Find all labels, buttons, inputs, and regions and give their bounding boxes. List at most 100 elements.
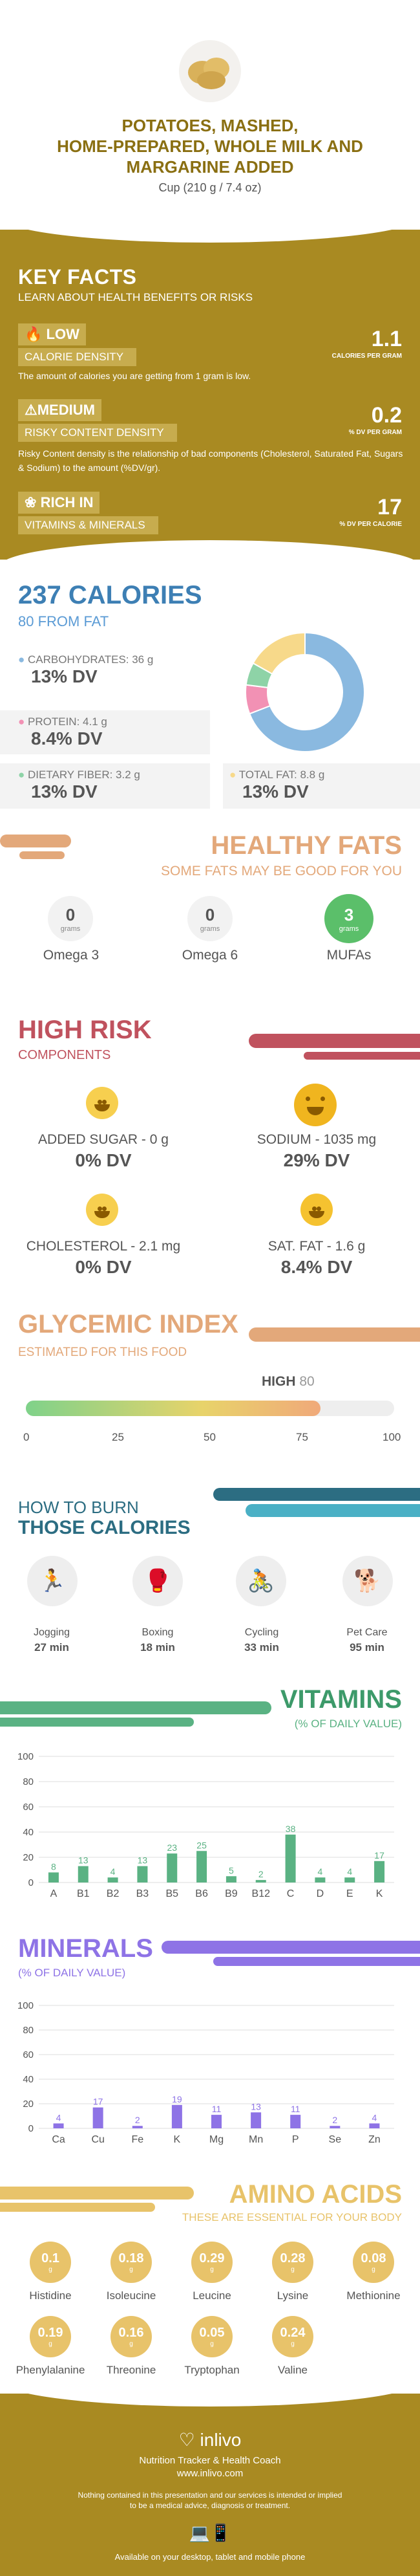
x-tick-label-Mn: Mn — [249, 2134, 263, 2145]
bar-B6 — [196, 1851, 207, 1883]
added-sugar-dv: 0% DV — [75, 1150, 132, 1170]
amino-item-lysine: 0.28 g Lysine — [254, 2242, 331, 2302]
sodium-label: SODIUM - 1035 mg — [257, 1132, 377, 1147]
value-label-B2: 4 — [110, 1866, 116, 1877]
decor-stripes — [0, 835, 78, 863]
amino-unit: g — [210, 2341, 214, 2348]
fact-label: VITAMINS & MINERALS — [18, 516, 158, 534]
risky-density-fact: ⚠MEDIUM RISKY CONTENT DENSITY — [18, 399, 177, 442]
fat-unit: grams — [339, 924, 359, 933]
fiber-block: ● DIETARY FIBER: 3.2 g 13% DV — [0, 763, 210, 809]
value-label-E: 4 — [347, 1866, 352, 1877]
burn-time: 33 min — [244, 1641, 279, 1654]
cholesterol-label: CHOLESTEROL - 2.1 mg — [26, 1239, 181, 1254]
disclaimer-line-2: to be a medical advice, diagnosis or tre… — [129, 2501, 291, 2510]
footer-url[interactable]: www.inlivo.com — [176, 2468, 244, 2479]
bar-Cu — [92, 2107, 103, 2128]
amino-value: 0.16 — [118, 2326, 144, 2340]
vitamins-title: VITAMINS — [280, 1685, 402, 1714]
amino-label: Histidine — [29, 2289, 72, 2302]
decor-stripe — [162, 1941, 420, 1954]
title-line-2: HOME-PREPARED, WHOLE MILK AND — [57, 136, 363, 156]
glycemic-level-text: HIGH — [262, 1374, 296, 1389]
amino-label: Leucine — [193, 2289, 231, 2302]
x-tick-label-B6: B6 — [195, 1888, 208, 1899]
decor-stripe — [0, 2203, 155, 2212]
fact-label: RISKY CONTENT DENSITY — [18, 424, 177, 442]
footer-tagline: Nutrition Tracker & Health Coach — [139, 2455, 281, 2466]
y-tick-label: 80 — [23, 2025, 34, 2036]
brand-name: inlivo — [200, 2430, 242, 2450]
fiber-dv: 13% DV — [31, 781, 98, 802]
y-tick-label: 40 — [23, 2074, 34, 2085]
smiley-icon — [86, 1087, 118, 1119]
x-tick-label-C: C — [287, 1888, 295, 1899]
bar-C — [285, 1834, 296, 1883]
amino-unit: g — [291, 2341, 295, 2348]
fat-value: 0 — [65, 904, 76, 924]
value-label-C: 38 — [286, 1824, 296, 1834]
fiber-label: DIETARY FIBER: 3.2 g — [28, 769, 140, 781]
fat-dv: 13% DV — [242, 781, 309, 802]
value-label-Zn: 4 — [372, 2112, 377, 2123]
smiley-icon — [86, 1194, 118, 1226]
bar-K — [374, 1861, 385, 1883]
x-tick-label-Cu: Cu — [91, 2134, 104, 2145]
minerals-chart: 0 20 40 60 80 100 4 Ca 17 Cu 2 Fe 19 K 11 Mg 13 Mn 11 P 2 Se 4… — [17, 2000, 394, 2145]
amino-value: 0.28 — [280, 2251, 306, 2265]
y-tick-label: 0 — [28, 1877, 34, 1888]
amino-unit: g — [129, 2266, 133, 2273]
food-image — [171, 39, 249, 104]
y-tick-label: 100 — [17, 1751, 34, 1762]
bar-Fe — [132, 2126, 143, 2128]
amino-bubble: 0.05 g — [191, 2316, 233, 2357]
bar-Ca — [53, 2123, 64, 2128]
y-tick-label: 60 — [23, 1802, 34, 1813]
gi-tick: 100 — [383, 1431, 401, 1443]
amino-value: 0.24 — [280, 2326, 306, 2340]
glycemic-subtitle: ESTIMATED FOR THIS FOOD — [18, 1346, 187, 1359]
omega6-label: Omega 6 — [182, 948, 238, 963]
amino-bubble: 0.18 g — [110, 2242, 152, 2283]
bar-Se — [330, 2126, 341, 2128]
x-tick-label-B2: B2 — [107, 1888, 120, 1899]
risk-subtitle: COMPONENTS — [18, 1048, 111, 1062]
burn-time: 18 min — [140, 1641, 175, 1654]
fact-value: 1.1 — [371, 327, 402, 351]
decor-stripe — [0, 1701, 271, 1714]
burn-title-2: THOSE CALORIES — [18, 1517, 191, 1538]
fat-value: 0 — [205, 904, 215, 924]
amino-unit: g — [210, 2266, 214, 2273]
x-tick-label-A: A — [50, 1888, 58, 1899]
amino-item-isoleucine: 0.18 g Isoleucine — [92, 2242, 170, 2302]
amino-label: Valine — [278, 2364, 308, 2376]
y-tick-label: 40 — [23, 1827, 34, 1838]
bar-Mn — [251, 2112, 262, 2128]
amino-unit: g — [48, 2266, 52, 2273]
y-tick-label: 60 — [23, 2049, 34, 2060]
jogging-icon: 🏃 — [27, 1556, 78, 1606]
value-label-Se: 2 — [332, 2115, 337, 2125]
burn-label: Cycling — [244, 1627, 279, 1638]
fact-label: CALORIE DENSITY — [18, 348, 137, 366]
bar-B2 — [107, 1877, 118, 1883]
protein-label: PROTEIN: 4.1 g — [28, 715, 107, 728]
calorie-density-fact: 🔥 LOW CALORIE DENSITY — [18, 323, 137, 366]
value-label-B3: 13 — [138, 1855, 148, 1866]
amino-unit: g — [129, 2341, 133, 2348]
burn-label: Boxing — [142, 1627, 174, 1638]
x-tick-label-B1: B1 — [77, 1888, 90, 1899]
calories-from-fat: 80 FROM FAT — [18, 613, 109, 629]
fact-level: RICH IN — [40, 494, 94, 510]
amino-label: Isoleucine — [106, 2289, 156, 2302]
glycemic-level: HIGH 80 — [262, 1374, 315, 1390]
fat-unit: grams — [60, 924, 81, 933]
fact-unit: % DV PER GRAM — [348, 429, 402, 436]
bar-K — [171, 2104, 182, 2128]
warning-icon: ⚠ — [25, 402, 37, 418]
decor-stripe — [246, 1504, 420, 1517]
bar-B1 — [78, 1866, 89, 1883]
x-tick-label-E: E — [346, 1888, 353, 1899]
burn-time: 27 min — [34, 1641, 69, 1654]
fact-desc: Risky Content density is the relationshi… — [18, 448, 403, 473]
